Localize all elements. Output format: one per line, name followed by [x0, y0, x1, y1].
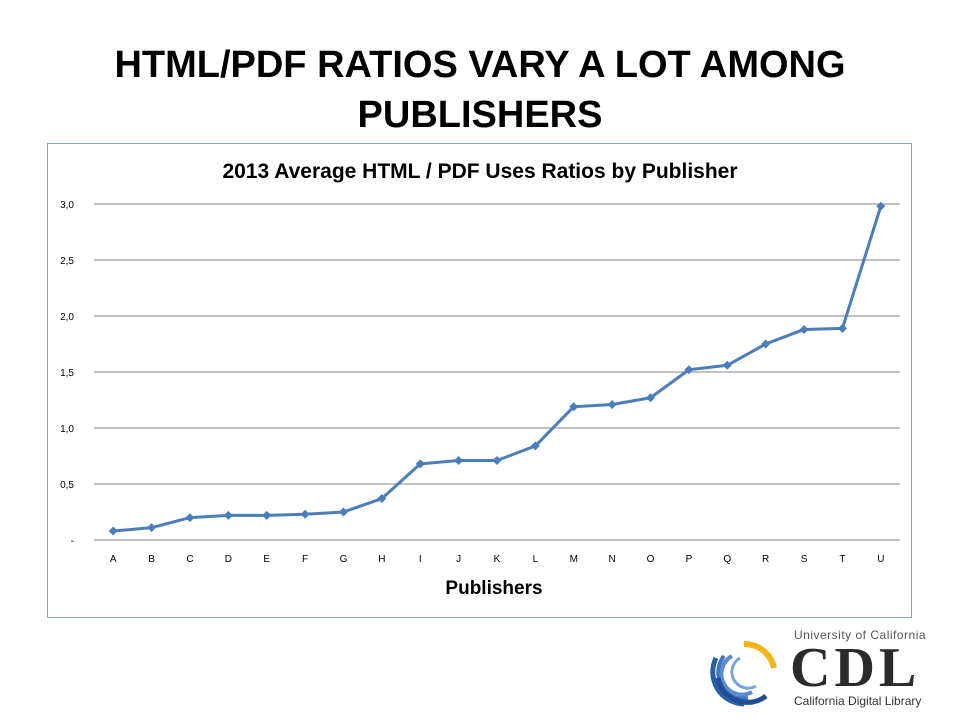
gridlines: [94, 203, 900, 541]
x-tick-label: U: [877, 554, 884, 565]
x-tick-label: A: [110, 554, 117, 565]
y-tick-label: -: [71, 536, 74, 547]
data-point-marker: [837, 323, 847, 333]
x-axis-ticks: A B C D E F G H I J K L M N O P Q R S T U: [110, 554, 885, 565]
data-point-marker: [876, 201, 886, 211]
y-axis-ticks: - 0,5 1,0 1,5 2,0 2,5 3,0: [60, 200, 74, 547]
chart-frame: 2013 Average HTML / PDF Uses Ratios by P…: [47, 143, 912, 618]
x-tick-label: I: [419, 554, 422, 565]
data-point-marker: [147, 523, 157, 533]
data-point-marker: [799, 324, 809, 334]
logo-cdl-subtitle: California Digital Library: [794, 694, 922, 708]
y-tick-label: 1,5: [60, 368, 74, 379]
x-tick-label: S: [801, 554, 808, 565]
series-group: [108, 201, 886, 536]
data-point-marker: [415, 459, 425, 469]
data-point-marker: [684, 365, 694, 375]
data-point-marker: [108, 526, 118, 536]
x-tick-label: B: [148, 554, 155, 565]
cdl-logo: University of California CDL California …: [700, 624, 930, 714]
data-point-marker: [530, 441, 540, 451]
x-tick-label: R: [762, 554, 769, 565]
y-tick-label: 2,0: [60, 312, 74, 323]
data-point-marker: [569, 402, 579, 412]
x-tick-label: P: [686, 554, 693, 565]
data-point-marker: [300, 509, 310, 519]
data-point-marker: [492, 455, 502, 465]
y-tick-label: 1,0: [60, 424, 74, 435]
x-tick-label: C: [186, 554, 193, 565]
x-tick-label: F: [302, 554, 308, 565]
series-line: [113, 205, 883, 533]
chart-title: 2013 Average HTML / PDF Uses Ratios by P…: [222, 160, 737, 183]
x-tick-label: D: [225, 554, 232, 565]
x-tick-label: J: [456, 554, 461, 565]
cdl-swirl-icon: [710, 640, 777, 707]
x-axis-label: Publishers: [445, 578, 542, 599]
data-point-marker: [223, 510, 233, 520]
data-point-marker: [338, 507, 348, 517]
line-chart: 2013 Average HTML / PDF Uses Ratios by P…: [60, 160, 900, 599]
data-point-marker: [646, 393, 656, 403]
y-tick-label: 2,5: [60, 256, 74, 267]
logo-university-text: University of California: [794, 628, 927, 642]
x-tick-label: L: [533, 554, 539, 565]
data-point-marker: [377, 494, 387, 504]
x-tick-label: G: [340, 554, 348, 565]
slide-title: HTML/PDF RATIOS VARY A LOT AMONG PUBLISH…: [60, 40, 900, 140]
y-tick-label: 3,0: [60, 200, 74, 211]
slide-title-line2: PUBLISHERS: [357, 94, 603, 136]
slide-title-line1: HTML/PDF RATIOS VARY A LOT AMONG: [114, 44, 846, 86]
data-point-marker: [262, 510, 272, 520]
data-point-marker: [761, 339, 771, 349]
x-tick-label: T: [839, 554, 845, 565]
data-point-marker: [607, 399, 617, 409]
x-tick-label: E: [263, 554, 270, 565]
x-tick-label: N: [609, 554, 616, 565]
data-point-marker: [185, 513, 195, 523]
x-tick-label: H: [378, 554, 385, 565]
logo-cdl-text: CDL: [790, 637, 921, 699]
x-tick-label: K: [494, 554, 501, 565]
data-point-marker: [722, 360, 732, 370]
data-point-marker: [454, 455, 464, 465]
x-tick-label: M: [570, 554, 578, 565]
x-tick-label: Q: [723, 554, 731, 565]
x-tick-label: O: [647, 554, 655, 565]
y-tick-label: 0,5: [60, 480, 74, 491]
